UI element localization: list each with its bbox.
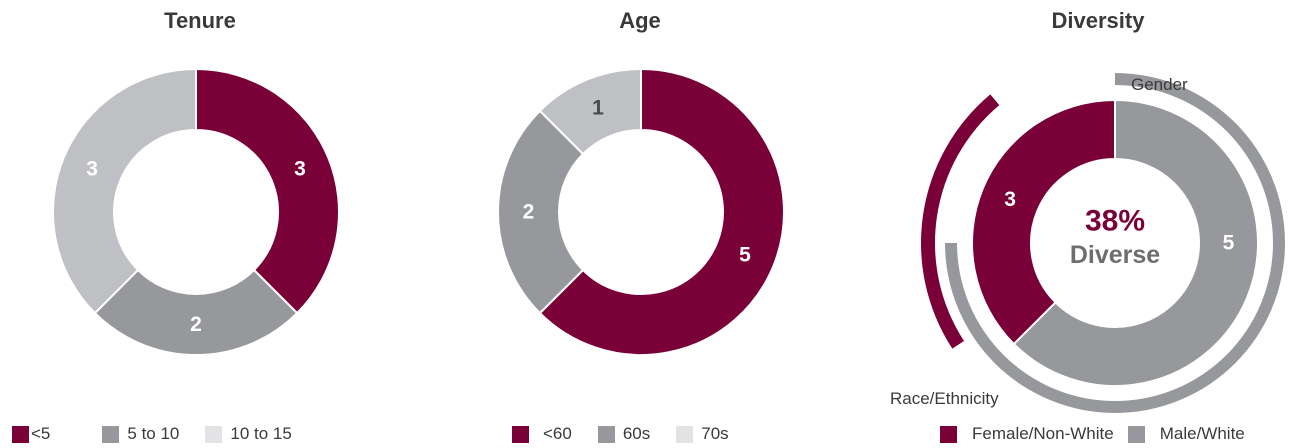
- race-ethnicity-annotation: Race/Ethnicity: [890, 389, 999, 408]
- legend-swatch-gray: [597, 425, 615, 443]
- age-donut-chart: 5 2 1: [497, 67, 785, 356]
- legend-swatch-light-gray: [676, 425, 694, 443]
- age-title: Age: [619, 8, 661, 33]
- legend-swatch-maroon: [12, 425, 29, 443]
- diversity-slice-label-0: 3: [1004, 188, 1016, 211]
- legend-swatch-maroon: [512, 425, 529, 443]
- age-legend: <60 60s 70s: [512, 424, 755, 444]
- legend-item-male-white: Male/White: [1127, 424, 1245, 444]
- tenure-slice-0: [195, 67, 340, 315]
- tenure-slice-label-2: 3: [86, 157, 98, 180]
- age-slice-2: [538, 67, 642, 156]
- diversity-title: Diversity: [1051, 8, 1145, 33]
- legend-swatch-maroon: [940, 425, 957, 443]
- legend-label: 5 to 10: [127, 424, 180, 443]
- tenure-slice-label-1: 2: [190, 313, 202, 336]
- legend-item-70s: 70s: [676, 424, 729, 444]
- legend-label: 60s: [622, 424, 651, 443]
- legend-label: 70s: [701, 424, 729, 443]
- diversity-center-value: 38%: [1085, 205, 1145, 238]
- age-slice-1: [497, 109, 585, 315]
- tenure-donut-chart: 3 2 3: [52, 67, 340, 356]
- legend-label: Female/Non-White: [972, 424, 1114, 443]
- legend-label: 10 to 15: [230, 424, 292, 443]
- legend-item-lt5: <5: [12, 424, 50, 444]
- diversity-center-label: Diverse: [1070, 241, 1160, 269]
- age-slice-label-2: 1: [592, 97, 604, 120]
- age-slice-label-1: 2: [523, 201, 535, 224]
- tenure-panel: Tenure 3 2 3 <5 5 to 10 10 to 15: [0, 0, 400, 448]
- legend-label: <5: [31, 424, 51, 443]
- legend-label: <60: [543, 424, 572, 443]
- race-ethnicity-outer-arc: [921, 94, 1000, 349]
- tenure-slice-2: [52, 67, 197, 315]
- legend-item-10to15: 10 to 15: [205, 424, 292, 444]
- age-panel: Age 5 2 1 <60 60s 70s: [440, 0, 840, 448]
- legend-swatch-light-gray: [205, 425, 223, 443]
- legend-item-female-nonwhite: Female/Non-White: [940, 424, 1114, 444]
- tenure-slice-1: [93, 268, 299, 356]
- legend-label: Male/White: [1159, 424, 1245, 443]
- legend-swatch-gray: [1127, 425, 1145, 443]
- legend-item-5to10: 5 to 10: [102, 424, 179, 444]
- tenure-slice-label-0: 3: [294, 157, 306, 180]
- diversity-slice-label-1: 5: [1223, 232, 1235, 255]
- diversity-donut-chart: 3 5 38% Diverse Gender Race/Ethnicity: [890, 73, 1285, 413]
- diversity-panel: Diversity 3 5 38% Diverse Gender Race/Ethnici…: [880, 0, 1316, 448]
- legend-item-lt60: <60: [512, 424, 572, 444]
- diversity-slice-0: [971, 98, 1116, 346]
- age-slice-label-0: 5: [739, 244, 751, 267]
- tenure-title: Tenure: [164, 8, 236, 33]
- age-slice-0: [538, 67, 785, 356]
- legend-item-60s: 60s: [597, 424, 651, 444]
- diversity-legend: Female/Non-White Male/White: [940, 424, 1245, 444]
- legend-swatch-gray: [102, 425, 120, 443]
- diversity-slice-1: [1012, 98, 1259, 387]
- tenure-legend: <5 5 to 10 10 to 15: [12, 424, 318, 444]
- gender-annotation: Gender: [1131, 75, 1188, 94]
